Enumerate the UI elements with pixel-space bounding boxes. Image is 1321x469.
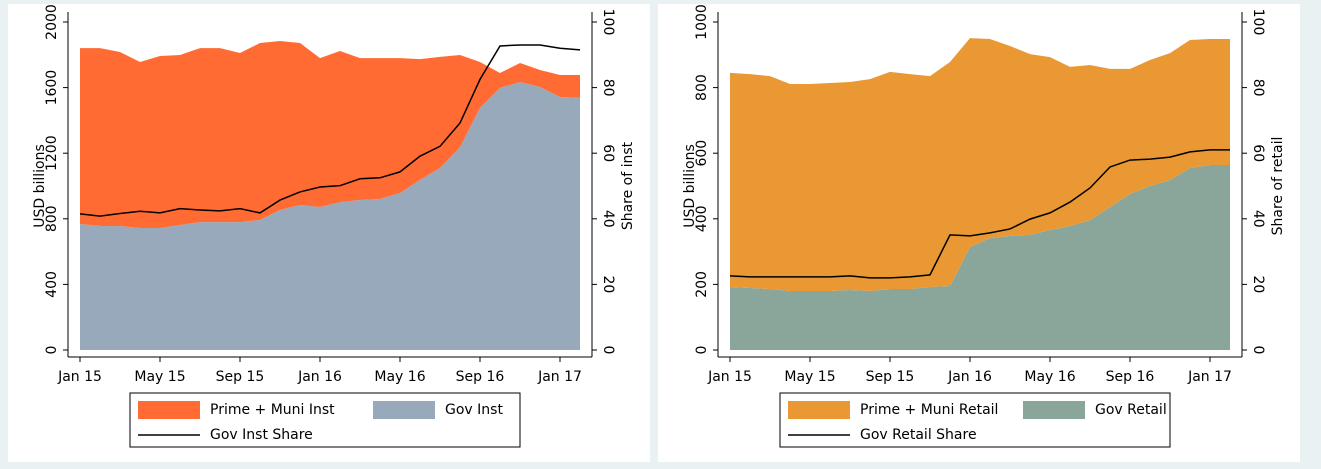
x-tick-label: Jan 15 <box>707 369 752 385</box>
x-tick-label: Jan 16 <box>947 369 992 385</box>
area <box>80 41 580 228</box>
y2-axis-label: Share of retail <box>1270 137 1286 236</box>
share-line <box>729 149 1230 279</box>
legend-label: Gov Retail Share <box>860 427 977 443</box>
y2-tick-label: 20 <box>600 275 616 293</box>
y-tick-label: 200 <box>694 271 710 298</box>
y-tick-label: 800 <box>44 205 60 232</box>
area <box>730 165 1230 350</box>
y2-tick-label: 60 <box>600 144 616 162</box>
legend-label: Gov Inst <box>445 402 503 418</box>
x-tick-label: May 16 <box>1024 369 1075 385</box>
y-tick-label: 0 <box>694 346 710 355</box>
y-tick-label: 400 <box>694 205 710 232</box>
legend-swatch <box>1023 401 1085 419</box>
y2-tick-label: 100 <box>1250 9 1266 36</box>
y2-tick-label: 40 <box>600 210 616 228</box>
x-tick-label: Sep 16 <box>456 369 505 385</box>
y2-tick-label: 60 <box>1250 144 1266 162</box>
y-tick-label: 2000 <box>44 4 60 40</box>
x-tick-label: Sep 15 <box>866 369 915 385</box>
legend-swatch <box>788 401 850 419</box>
y-tick-label: 1000 <box>694 4 710 40</box>
y-tick-label: 600 <box>694 140 710 167</box>
area <box>80 82 580 351</box>
x-tick-label: Jan 17 <box>537 369 582 385</box>
x-tick-label: Jan 17 <box>1187 369 1232 385</box>
x-tick-label: Sep 15 <box>216 369 265 385</box>
y2-tick-label: 0 <box>600 346 616 355</box>
x-tick-label: May 16 <box>374 369 425 385</box>
y2-tick-label: 40 <box>1250 210 1266 228</box>
y-tick-label: 1600 <box>44 70 60 106</box>
share-line <box>79 44 581 217</box>
y2-axis-label: Share of inst <box>620 141 636 230</box>
y-axis-label: USD billions <box>682 144 698 228</box>
area <box>730 38 1230 291</box>
y-tick-label: 400 <box>44 271 60 298</box>
y2-tick-label: 20 <box>1250 275 1266 293</box>
legend-swatch <box>373 401 435 419</box>
y-tick-label: 1200 <box>44 135 60 171</box>
x-tick-label: May 15 <box>134 369 185 385</box>
y-axis-label: USD billions <box>32 144 48 228</box>
x-tick-label: Sep 16 <box>1106 369 1155 385</box>
legend-label: Prime + Muni Inst <box>210 402 335 418</box>
x-tick-label: May 15 <box>784 369 835 385</box>
x-tick-label: Jan 15 <box>57 369 102 385</box>
y2-tick-label: 0 <box>1250 346 1266 355</box>
y2-tick-label: 80 <box>600 79 616 97</box>
legend-swatch <box>138 401 200 419</box>
y-tick-label: 800 <box>694 74 710 101</box>
legend-label: Gov Retail <box>1095 402 1167 418</box>
y-tick-label: 0 <box>44 346 60 355</box>
legend-label: Gov Inst Share <box>210 427 313 443</box>
y2-tick-label: 100 <box>600 9 616 36</box>
y2-tick-label: 80 <box>1250 79 1266 97</box>
x-tick-label: Jan 16 <box>297 369 342 385</box>
legend-label: Prime + Muni Retail <box>860 402 998 418</box>
